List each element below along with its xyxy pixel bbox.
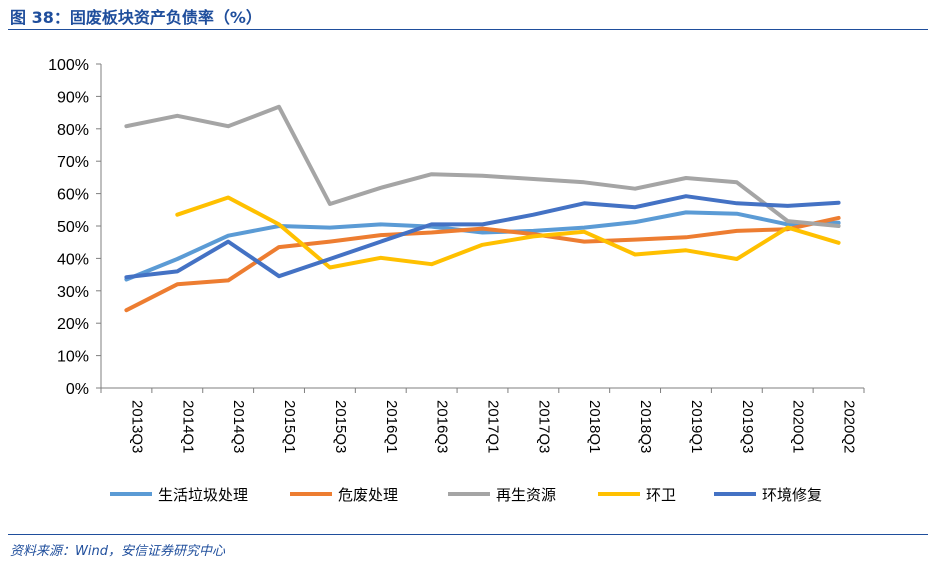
x-tick-label: 2015Q1 (281, 400, 298, 453)
top-rule (8, 29, 928, 30)
x-tick-label: 2016Q1 (383, 400, 400, 453)
series-line-4 (124, 194, 841, 280)
y-tick-label: 40% (57, 251, 89, 268)
series-line-0 (124, 210, 841, 282)
y-tick-labels: 0% 10% 20% 30% 40% 50% 60% 70% 80% 90% 100% (48, 57, 89, 398)
x-tick-label: 2018Q3 (637, 400, 654, 453)
y-tick-label: 70% (57, 154, 89, 171)
y-tick-label: 30% (57, 284, 89, 301)
x-tick-label: 2020Q1 (790, 400, 807, 453)
y-tick-label: 90% (57, 89, 89, 106)
y-tick-label: 10% (57, 349, 89, 366)
x-tick-label: 2017Q1 (485, 400, 502, 453)
legend-label: 生活垃圾处理 (158, 486, 248, 504)
legend: 生活垃圾处理 危废处理 再生资源 环卫 环境修复 (110, 486, 822, 504)
series-line-2 (124, 104, 841, 228)
x-tick-label: 2014Q1 (179, 400, 196, 453)
series-lines (124, 104, 841, 313)
chart-title: 图 38：固废板块资产负债率（%） (10, 8, 262, 27)
y-tick-label: 80% (57, 122, 89, 139)
x-tick-label: 2013Q3 (128, 400, 145, 453)
x-tick-label: 2017Q3 (535, 400, 552, 453)
axes (96, 63, 865, 393)
x-tick-label: 2014Q3 (230, 400, 247, 453)
legend-label: 再生资源 (496, 486, 556, 504)
y-tick-label: 20% (57, 316, 89, 333)
bottom-rule (8, 534, 928, 535)
series-line-1 (124, 215, 841, 313)
y-tick-label: 100% (48, 57, 89, 74)
x-tick-label: 2015Q3 (332, 400, 349, 453)
source-note: 资料来源：Wind，安信证券研究中心 (10, 544, 225, 559)
x-tick-label: 2018Q1 (586, 400, 603, 453)
y-tick-label: 60% (57, 187, 89, 204)
x-tick-label: 2016Q3 (434, 400, 451, 453)
legend-label: 环境修复 (762, 486, 822, 504)
legend-label: 环卫 (646, 486, 676, 504)
y-tick-label: 50% (57, 219, 89, 236)
x-tick-labels: 2013Q3 2014Q1 2014Q3 2015Q1 2015Q3 2016Q1 2016… (128, 400, 857, 453)
legend-label: 危废处理 (338, 486, 398, 504)
x-tick-label: 2019Q1 (688, 400, 705, 453)
series-line-3 (175, 195, 841, 270)
y-tick-label: 0% (66, 381, 89, 398)
line-chart: 0% 10% 20% 30% 40% 50% 60% 70% 80% 90% 100% 2013Q3… (48, 57, 865, 504)
x-tick-label: 2019Q3 (739, 400, 756, 453)
x-tick-label: 2020Q2 (841, 400, 858, 453)
